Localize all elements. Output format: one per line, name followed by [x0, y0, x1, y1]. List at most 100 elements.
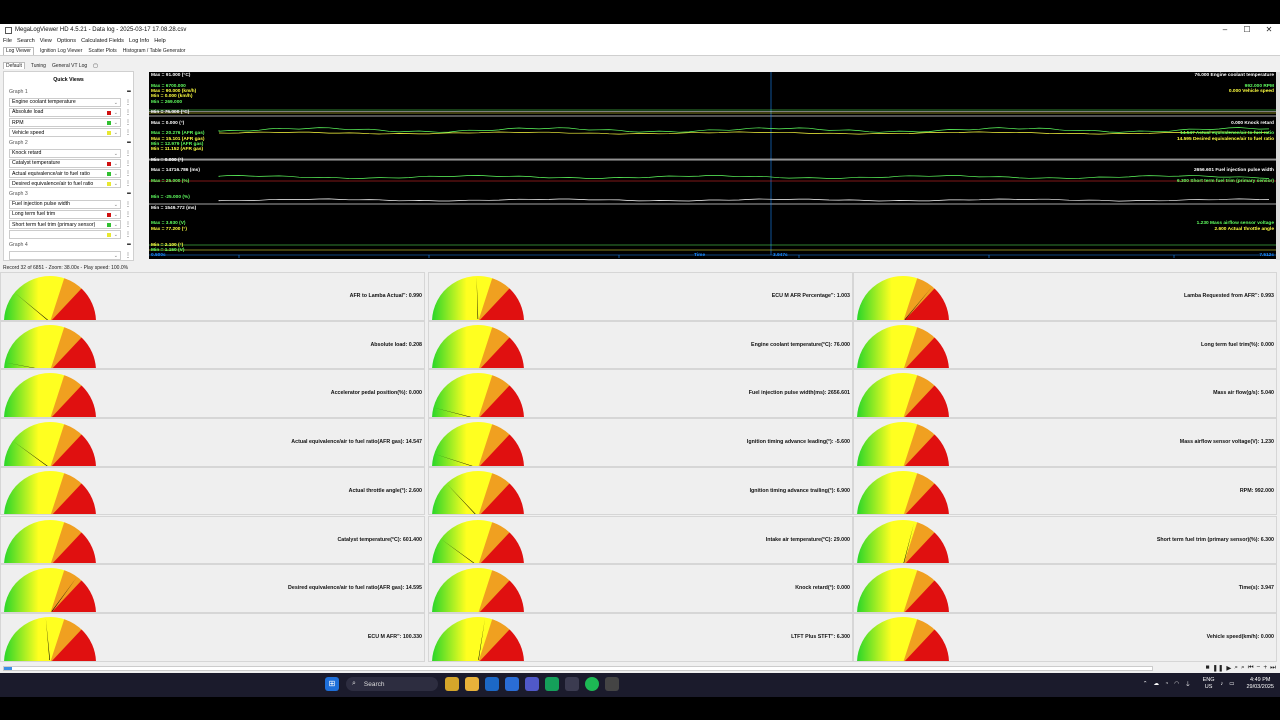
series-color-swatch[interactable]: [107, 223, 111, 228]
field-menu-icon[interactable]: ⋮: [125, 211, 131, 218]
speaker-icon[interactable]: ♪: [1220, 680, 1224, 687]
gauge-cell[interactable]: Accelerator pedal position(%): 0.000: [0, 369, 425, 419]
field-menu-icon[interactable]: ⋮: [125, 99, 131, 106]
log-chart-area[interactable]: Max = 91.000 (°C) Max = 6700.000 Max = 90.…: [149, 72, 1276, 259]
teams-classic-icon[interactable]: [525, 677, 539, 691]
field-select[interactable]: Knock retard ⌄: [9, 148, 121, 158]
tab-default[interactable]: Default: [3, 62, 25, 69]
add-tab-icon[interactable]: ▢: [93, 63, 98, 69]
menu-options[interactable]: Options: [56, 38, 77, 44]
stop-icon[interactable]: ■: [1205, 664, 1210, 671]
field-select[interactable]: Absolute load ⌄: [9, 107, 121, 117]
menu-file[interactable]: File: [3, 38, 13, 44]
field-select[interactable]: Engine coolant temperature ⌄: [9, 97, 121, 107]
zoom-minus-icon[interactable]: −: [1256, 664, 1261, 671]
wifi-icon[interactable]: ◠: [1174, 680, 1180, 687]
gauge-cell[interactable]: AFR to Lamba Actual": 0.990: [0, 272, 425, 321]
battery-icon[interactable]: ▭: [1229, 680, 1235, 687]
gauge-cell[interactable]: Ignition timing advance leading(°): -5.6…: [428, 418, 853, 467]
gauge-cell[interactable]: Long term fuel trim(%): 0.000: [853, 320, 1277, 370]
tab-scatter-plots[interactable]: Scatter Plots: [88, 48, 117, 54]
gauge-cell[interactable]: Time(s): 3.947: [853, 564, 1277, 613]
widgets-icon[interactable]: [445, 677, 459, 691]
gauge-cell[interactable]: Actual equivalence/air to fuel ratio(AFR…: [0, 418, 425, 467]
field-menu-icon[interactable]: ⋮: [125, 160, 131, 167]
gauge-cell[interactable]: RPM: 992.000: [853, 466, 1277, 516]
series-color-swatch[interactable]: [107, 131, 111, 136]
clock[interactable]: 4:49 PM 29/03/2025: [1240, 677, 1274, 690]
zoom-out-icon[interactable]: ⌕: [1241, 664, 1245, 671]
menu-search[interactable]: Search: [17, 38, 35, 44]
gauge-cell[interactable]: Engine coolant temperature(°C): 76.000: [428, 320, 853, 370]
chart-scrollbar[interactable]: [1276, 72, 1280, 260]
minimize-button[interactable]: –: [1222, 25, 1228, 34]
gauge-cell[interactable]: Vehicle speed(km/h): 0.000: [853, 612, 1277, 662]
network-icon[interactable]: ◔: [1164, 680, 1169, 687]
series-color-swatch[interactable]: [107, 233, 111, 238]
gauge-cell[interactable]: LTFT Plus STFT": 6.300: [428, 612, 853, 662]
field-select[interactable]: Desired equivalence/air to fuel ratio ⌄: [9, 179, 121, 189]
spotify-icon[interactable]: [585, 677, 599, 691]
record-scroll-thumb[interactable]: [4, 667, 12, 670]
field-select[interactable]: Fuel injection pulse width ⌄: [9, 199, 121, 209]
field-menu-icon[interactable]: ⋮: [125, 232, 131, 239]
field-select[interactable]: Short term fuel trim (primary sensor) ⌄: [9, 220, 121, 230]
tab-tuning[interactable]: Tuning: [30, 63, 46, 69]
group-menu-icon[interactable]: ▪▪▪: [126, 241, 132, 248]
field-menu-icon[interactable]: ⋮: [125, 150, 131, 157]
series-color-swatch[interactable]: [107, 212, 111, 217]
series-color-swatch[interactable]: [107, 161, 111, 166]
field-menu-icon[interactable]: ⋮: [125, 130, 131, 137]
zoom-plus-icon[interactable]: +: [1263, 664, 1268, 671]
megalogviewer-taskbar-icon[interactable]: [605, 677, 619, 691]
group-menu-icon[interactable]: ▪▪▪: [126, 89, 132, 96]
gauge-cell[interactable]: Short term fuel trim (primary sensor)(%)…: [853, 515, 1277, 565]
tab-ignition-log-viewer[interactable]: Ignition Log Viewer: [39, 48, 83, 54]
field-select[interactable]: ⌄: [9, 230, 121, 240]
play-icon[interactable]: ▶: [1226, 665, 1232, 672]
group-menu-icon[interactable]: ▪▪▪: [126, 140, 132, 147]
chevron-up-icon[interactable]: ⌃: [1142, 680, 1148, 687]
gauge-cell[interactable]: Mass air flow(g/s): 5.040: [853, 369, 1277, 419]
field-menu-icon[interactable]: ⋮: [125, 181, 131, 188]
maximize-button[interactable]: ☐: [1243, 25, 1251, 34]
teams-icon[interactable]: [505, 677, 519, 691]
field-select[interactable]: Actual equivalence/air to fuel ratio ⌄: [9, 169, 121, 179]
usb-icon[interactable]: ⏚: [1185, 681, 1191, 688]
field-select[interactable]: ⌄: [9, 250, 121, 260]
gauge-cell[interactable]: Actual throttle angle(°): 2.600: [0, 466, 425, 516]
field-menu-icon[interactable]: ⋮: [125, 120, 131, 127]
field-menu-icon[interactable]: ⋮: [125, 171, 131, 178]
field-menu-icon[interactable]: ⋮: [125, 222, 131, 229]
series-color-swatch[interactable]: [107, 121, 111, 126]
outlook-icon[interactable]: [485, 677, 499, 691]
file-explorer-icon[interactable]: [465, 677, 479, 691]
menu-calculated-fields[interactable]: Calculated Fields: [81, 38, 124, 44]
tab-general-vt-log[interactable]: General VT Log: [51, 63, 88, 69]
copilot-icon[interactable]: [565, 677, 579, 691]
menu-view[interactable]: View: [39, 38, 52, 44]
field-select[interactable]: Catalyst temperature ⌄: [9, 158, 121, 168]
gauge-cell[interactable]: ECU M AFR Percentage": 1.003: [428, 272, 853, 321]
gauge-cell[interactable]: Fuel injection pulse width(ms): 2656.601: [428, 369, 853, 419]
record-scrollbar[interactable]: [3, 666, 1153, 671]
menu-help[interactable]: Help: [154, 38, 166, 44]
pause-icon[interactable]: ❚❚: [1212, 665, 1224, 672]
gauge-cell[interactable]: Ignition timing advance trailing(°): 6.9…: [428, 466, 853, 516]
gauge-cell[interactable]: Catalyst temperature(°C): 601.400: [0, 515, 425, 565]
field-select[interactable]: RPM ⌄: [9, 118, 121, 128]
field-menu-icon[interactable]: ⋮: [125, 201, 131, 208]
language-indicator[interactable]: ENG US: [1197, 677, 1215, 690]
tab-log-viewer[interactable]: Log Viewer: [3, 47, 34, 55]
windows-start-icon[interactable]: ⊞: [325, 677, 339, 691]
gauge-cell[interactable]: Mass airflow sensor voltage(V): 1.230: [853, 418, 1277, 467]
menu-log-info[interactable]: Log Info: [128, 38, 150, 44]
field-menu-icon[interactable]: ⋮: [125, 252, 131, 259]
group-menu-icon[interactable]: ▪▪▪: [126, 190, 132, 197]
series-color-swatch[interactable]: [107, 110, 111, 115]
field-select[interactable]: Long term fuel trim ⌄: [9, 209, 121, 219]
gauge-cell[interactable]: Knock retard(°): 0.000: [428, 564, 853, 613]
gauge-cell[interactable]: Intake air temperature(°C): 29.000: [428, 515, 853, 565]
series-color-swatch[interactable]: [107, 182, 111, 187]
cloud-icon[interactable]: ☁: [1153, 680, 1159, 687]
